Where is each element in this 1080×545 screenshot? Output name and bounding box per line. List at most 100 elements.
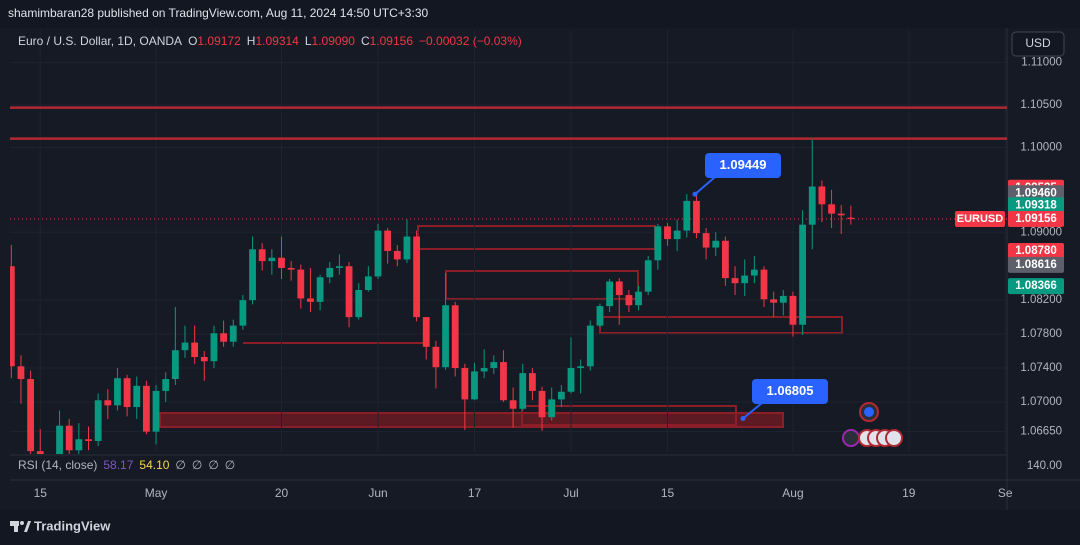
x-tick-label: Jul [563, 486, 578, 500]
candle-body [104, 400, 112, 406]
legend-item: 1.09156 [370, 34, 414, 48]
candle-body [490, 362, 498, 369]
rsi-na: ∅ [225, 458, 235, 472]
candle-body [808, 186, 816, 225]
candle-body [635, 291, 642, 306]
x-tick-label: Aug [782, 486, 803, 500]
callout-anchor [740, 415, 746, 421]
header-bar [0, 0, 1080, 28]
price-tag-label: 1.08780 [1015, 245, 1057, 257]
candle-body [75, 439, 83, 451]
candle-body [625, 295, 633, 306]
candle-body [500, 362, 507, 401]
candle-body [200, 356, 208, 362]
rsi-value: 54.10 [139, 458, 169, 472]
candle-body [239, 300, 247, 326]
candle-body [229, 325, 237, 342]
candle-body [355, 289, 363, 318]
candle-body [133, 385, 141, 408]
last-price-tag [1008, 211, 1064, 228]
candle-body [509, 400, 517, 409]
symbol-tag [955, 211, 1005, 228]
candle-body [519, 373, 527, 409]
price-tag [1008, 242, 1064, 259]
candle-body [123, 378, 131, 408]
symbol-tag-label: EURUSD [957, 213, 1004, 225]
rsi-na: ∅ [192, 458, 202, 472]
currency-label[interactable]: USD [1025, 36, 1051, 50]
callout-box [705, 153, 781, 178]
candle-body [432, 346, 440, 368]
candle-body [480, 368, 488, 372]
legend: Euro / U.S. Dollar, 1D, OANDA O1.09172 H1.… [18, 34, 522, 48]
legend-item: H [247, 34, 256, 48]
zone [521, 405, 737, 426]
y-tick-label: 1.11000 [1021, 57, 1062, 69]
rsi-legend: RSI (14, close) 58.17 54.10 ∅ ∅ ∅ ∅ [18, 458, 235, 472]
candle-body [393, 250, 401, 260]
candle-body [828, 204, 835, 214]
candle-body [307, 298, 314, 302]
price-tag [1008, 197, 1064, 214]
y-tick-label: 1.09000 [1020, 226, 1062, 238]
candle-body [220, 333, 227, 342]
legend-item: 1.09090 [312, 34, 356, 48]
candle-body [17, 366, 25, 380]
candle-body [36, 451, 44, 454]
rsi-na: ∅ [175, 458, 185, 472]
price-tag [1008, 185, 1064, 202]
y-tick-label: 1.07400 [1020, 362, 1062, 374]
legend-item: L [305, 34, 312, 48]
candle-body [471, 371, 478, 400]
candle-body [181, 342, 189, 351]
y-tick-label: 1.07800 [1020, 328, 1062, 340]
x-tick-label: Se [998, 486, 1013, 500]
candle-body [606, 281, 613, 307]
legend-item: Euro / U.S. Dollar, 1D, OANDA [18, 34, 182, 48]
candle-body [779, 295, 787, 303]
callout-pointer [694, 176, 716, 195]
tv-logo [10, 521, 31, 532]
candle-body [664, 226, 671, 240]
candle-body [403, 236, 411, 260]
candle-body [210, 333, 218, 362]
candle-body [162, 379, 170, 391]
candle-body [287, 267, 295, 270]
candle-body [731, 278, 739, 284]
candle-body [249, 249, 256, 301]
candle-body [577, 366, 585, 369]
candle-body [85, 439, 92, 441]
x-tick-label: 15 [661, 486, 675, 500]
candle-body [451, 305, 459, 369]
callout-anchor [692, 191, 698, 197]
candle-body [789, 295, 797, 325]
candle-body [644, 260, 652, 292]
x-tick-label: Jun [368, 486, 387, 500]
candle-body [10, 266, 15, 367]
event-icons [842, 402, 903, 447]
candle-body [268, 257, 276, 262]
candle-body [27, 379, 34, 452]
candle-body [461, 368, 469, 400]
rsi-na: ∅ [208, 458, 218, 472]
candle-body [191, 342, 199, 357]
zone [159, 412, 784, 428]
candle-body [171, 350, 179, 380]
callout-label: 1.06805 [767, 383, 814, 398]
candle-body [673, 230, 681, 240]
price-tag-label: 1.08616 [1015, 259, 1057, 271]
y-tick-label: 1.10000 [1020, 141, 1062, 153]
y-tick-label: 1.10500 [1020, 99, 1062, 111]
footer-brand: TradingView [34, 518, 111, 533]
candle-body [548, 399, 556, 418]
candle-body [750, 269, 758, 276]
currency-button[interactable] [1011, 31, 1065, 57]
publisher: shamimbaran28 published on TradingView.c… [8, 6, 428, 20]
y-tick-label: 1.07000 [1020, 396, 1062, 408]
x-tick-label: May [145, 486, 168, 500]
candle-body [345, 266, 353, 318]
x-tick-label: 20 [275, 486, 289, 500]
price-tag-label: 1.09318 [1015, 199, 1057, 211]
